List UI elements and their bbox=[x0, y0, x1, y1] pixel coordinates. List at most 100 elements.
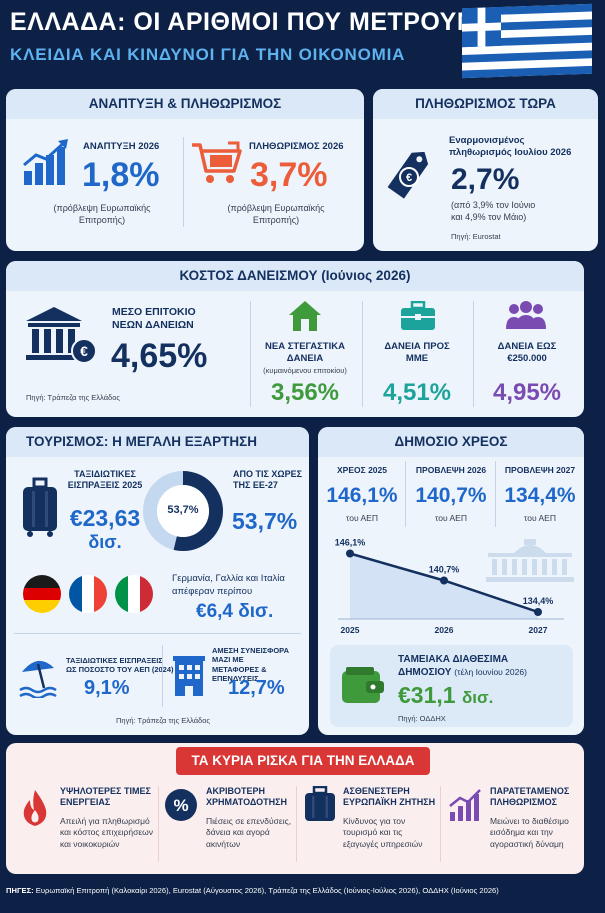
cash-label: ΤΑΜΕΙΑΚΑ ΔΙΑΘΕΣΙΜΑ ΔΗΜΟΣΙΟΥ (τέλη Ιουνίο… bbox=[398, 654, 527, 678]
x-tick-label: 2026 bbox=[435, 625, 454, 635]
inflation-note: (πρόβλεψη Ευρωπαϊκής Επιτροπής) bbox=[227, 203, 325, 226]
risk-financing-title: ΑΚΡΙΒΟΤΕΡΗ ΧΡΗΜΑΤΟΔΟΤΗΣΗ bbox=[206, 786, 287, 808]
debt-data-label: 140,7% bbox=[429, 565, 460, 575]
debt-area bbox=[350, 553, 538, 619]
risk-item-financing: % ΑΚΡΙΒΟΤΕΡΗ ΧΡΗΜΑΤΟΔΟΤΗΣΗ Πιέσεις σε επ… bbox=[164, 780, 304, 870]
flame-icon bbox=[23, 790, 47, 826]
sme-label: ΔΑΝΕΙΑ ΠΡΟΣ ΜΜΕ bbox=[384, 341, 450, 364]
tourism-panel: ΤΟΥΡΙΣΜΟΣ: Η ΜΕΓΑΛΗ ΕΞΑΡΤΗΣΗ ΤΑΞΙΔΙΩΤΙΚΕ… bbox=[6, 427, 309, 735]
tourism-receipts-label: ΤΑΞΙΔΙΩΤΙΚΕΣ ΕΙΣΠΡΑΞΕΙΣ 2025 bbox=[67, 469, 143, 491]
public-debt-panel: ΔΗΜΟΣΙΟ ΧΡΕΟΣ ΧΡΕΟΣ 2025 146,1% του ΑΕΠ … bbox=[318, 427, 584, 735]
tourism-receipts-value: €23,63 bbox=[69, 505, 141, 531]
small-loans-value: 4,95% bbox=[492, 379, 562, 406]
inflation-now-source: Πηγή: Eurostat bbox=[451, 232, 501, 241]
debt-col1-value: 146,1% bbox=[326, 484, 398, 507]
debt-col2-label: ΠΡΟΒΛΕΨΗ 2026 bbox=[415, 465, 487, 475]
page-title: ΕΛΛΑΔΑ: ΟΙ ΑΡΙΘΜΟΙ ΠΟΥ ΜΕΤΡΟΥΝ bbox=[10, 8, 476, 36]
svg-text:%: % bbox=[173, 796, 188, 815]
debt-col2-unit: του ΑΕΠ bbox=[435, 513, 467, 523]
debt-col2-value: 140,7% bbox=[415, 484, 487, 507]
inflation-value: 3,7% bbox=[250, 156, 328, 194]
risk-inflation-text: Μειώνει το διαθέσιμο εισόδημα και την αγ… bbox=[490, 816, 569, 849]
risk-item-persistent-inflation: ΠΑΡΑΤΕΤΑΜΕΝΟΣ ΠΛΗΘΩΡΙΣΜΟΣ Μειώνει το δια… bbox=[448, 780, 578, 870]
risk-item-energy: ΥΨΗΛΟΤΕΡΕΣ ΤΙΜΕΣ ΕΝΕΡΓΕΙΑΣ Απειλή για πλ… bbox=[18, 780, 158, 870]
house-icon bbox=[289, 301, 321, 331]
direct-contribution-label: ΑΜΕΣΗ ΣΥΝΕΙΣΦΟΡΑ ΜΑΖΙ ΜΕ ΜΕΤΑΦΟΡΕΣ & ΕΠΕ… bbox=[212, 646, 290, 684]
debt-source: Πηγή: ΟΔΔΗΧ bbox=[398, 714, 446, 723]
tourism-source: Πηγή: Τράπεζα της Ελλάδος bbox=[116, 716, 210, 725]
x-tick-label: 2027 bbox=[529, 625, 548, 635]
debt-data-label: 134,4% bbox=[523, 596, 554, 606]
growth-note: (πρόβλεψη Ευρωπαϊκής Επιτροπής) bbox=[53, 203, 151, 226]
debt-col1-label: ΧΡΕΟΣ 2025 bbox=[337, 465, 387, 475]
header: ΕΛΛΑΔΑ: ΟΙ ΑΡΙΘΜΟΙ ΠΟΥ ΜΕΤΡΟΥΝ ΚΛΕΙΔΙΑ Κ… bbox=[0, 0, 605, 84]
growth-chart-icon bbox=[23, 139, 68, 185]
growth-label: ΑΝΑΠΤΥΞΗ 2026 bbox=[83, 141, 160, 152]
risk-financing-text: Πιέσεις σε επενδύσεις, δάνεια και αγορά … bbox=[206, 816, 292, 849]
risks-title: ΤΑ ΚΥΡΙΑ ΡΙΣΚΑ ΓΙΑ ΤΗΝ ΕΛΛΑΔΑ bbox=[176, 747, 430, 775]
sme-value: 4,51% bbox=[382, 379, 452, 406]
donut-center-label: 53,7% bbox=[167, 504, 199, 516]
bank-euro-icon: € bbox=[26, 307, 97, 364]
people-group-icon bbox=[506, 301, 546, 329]
france-flag-icon bbox=[69, 575, 107, 613]
risk-demand-text: Κίνδυνος για τον τουρισμό και τις εξαγωγ… bbox=[343, 816, 423, 849]
inflation-now-title: ΠΛΗΘΩΡΙΣΜΟΣ ΤΩΡΑ bbox=[373, 89, 598, 119]
inflation-now-panel: ΠΛΗΘΩΡΙΣΜΟΣ ΤΩΡΑ € Εναρμονισμένος πληθωρ… bbox=[373, 89, 598, 251]
suitcase-icon bbox=[23, 477, 57, 537]
growth-inflation-panel: ΑΝΑΠΤΥΞΗ & ΠΛΗΘΩΡΙΣΜΟΣ ΑΝΑΠΤΥΞΗ 2026 1,8… bbox=[6, 89, 364, 251]
borrowing-panel: ΚΟΣΤΟΣ ΔΑΝΕΙΣΜΟΥ (Ιούνιος 2026) € ΜΕΣΟ Ε… bbox=[6, 261, 584, 417]
inflation-label: ΠΛΗΘΩΡΙΣΜΟΣ 2026 bbox=[249, 141, 344, 152]
debt-data-label: 146,1% bbox=[335, 538, 366, 548]
debt-col3-label: ΠΡΟΒΛΕΨΗ 2027 bbox=[504, 465, 576, 475]
briefcase-icon bbox=[401, 301, 435, 330]
eu-share-label: ΑΠΟ ΤΙΣ ΧΩΡΕΣ ΤΗΣ ΕΕ-27 bbox=[233, 469, 303, 491]
debt-point bbox=[346, 549, 354, 558]
debt-point bbox=[440, 576, 448, 585]
direct-contribution-value: 12,7% bbox=[228, 677, 285, 699]
eu-share-value: 53,7% bbox=[232, 508, 298, 534]
debt-point bbox=[534, 608, 542, 616]
euro-price-tag-icon: € bbox=[387, 151, 429, 199]
housing-note: (κυμαινόμενου επιτοκίου) bbox=[263, 366, 347, 375]
avg-rate-value: 4,65% bbox=[111, 337, 208, 375]
wallet-icon bbox=[342, 667, 384, 703]
risk-item-demand: ΑΣΘΕΝΕΣΤΕΡΗ ΕΥΡΩΠΑΪΚΗ ΖΗΤΗΣΗ Κίνδυνος γι… bbox=[303, 780, 443, 870]
countries-value: €6,4 δισ. bbox=[196, 601, 274, 622]
inflation-now-value: 2,7% bbox=[451, 163, 520, 196]
eu-share-donut bbox=[143, 471, 223, 551]
housing-value: 3,56% bbox=[270, 379, 340, 406]
svg-text:€: € bbox=[80, 343, 88, 359]
growth-panel-title: ΑΝΑΠΤΥΞΗ & ΠΛΗΘΩΡΙΣΜΟΣ bbox=[6, 89, 364, 119]
tourism-title: ΤΟΥΡΙΣΜΟΣ: Η ΜΕΓΑΛΗ ΕΞΑΡΤΗΣΗ bbox=[6, 427, 309, 457]
inflation-now-label: Εναρμονισμένος πληθωρισμός Ιουλίου 2026 bbox=[449, 135, 572, 158]
page-subtitle: ΚΛΕΙΔΙΑ ΚΑΙ ΚΙΝΔΥΝΟΙ ΓΙΑ ΤΗΝ ΟΙΚΟΝΟΜΙΑ bbox=[10, 45, 406, 64]
debt-line-chart: 146,1% 2025 140,7% 2026 134,4% 2027 bbox=[335, 538, 564, 635]
risk-inflation-title: ΠΑΡΑΤΕΤΑΜΕΝΟΣ ΠΛΗΘΩΡΙΣΜΟΣ bbox=[490, 786, 570, 808]
debt-title: ΔΗΜΟΣΙΟ ΧΡΕΟΣ bbox=[318, 427, 584, 457]
inflation-now-note: (από 3,9% τον Ιούνιο και 4,9% τον Μάιο) bbox=[451, 200, 536, 223]
housing-label: ΝΕΑ ΣΤΕΓΑΣΤΙΚΑ ΔΑΝΕΙΑ bbox=[265, 341, 345, 364]
countries-text: Γερμανία, Γαλλία και Ιταλία απέφεραν περ… bbox=[172, 573, 285, 597]
risk-energy-title: ΥΨΗΛΟΤΕΡΕΣ ΤΙΜΕΣ ΕΝΕΡΓΕΙΑΣ bbox=[60, 786, 151, 808]
debt-col3-value: 134,4% bbox=[504, 484, 576, 507]
sources-footer: ΠΗΓΕΣ: Ευρωπαϊκή Επιτροπή (Καλοκαίρι 202… bbox=[6, 886, 499, 895]
rising-chart-icon bbox=[449, 789, 481, 821]
growth-value: 1,8% bbox=[82, 156, 160, 194]
tourism-gdp-label: ΤΑΞΙΔΙΩΤΙΚΕΣ ΕΙΣΠΡΑΞΕΙΣ ΩΣ ΠΟΣΟΣΤΟ ΤΟΥ Α… bbox=[66, 656, 174, 675]
shopping-cart-icon bbox=[192, 141, 242, 183]
percent-icon: % bbox=[165, 789, 197, 821]
germany-flag-icon bbox=[23, 575, 61, 613]
small-loans-label: ΔΑΝΕΙΑ ΕΩΣ €250.000 bbox=[497, 341, 557, 364]
donut-arc bbox=[143, 471, 223, 551]
svg-text:€: € bbox=[406, 172, 412, 184]
beach-umbrella-icon bbox=[19, 660, 57, 698]
cash-value: €31,1 δισ. bbox=[398, 682, 494, 708]
tourism-receipts-unit: δισ. bbox=[88, 532, 122, 552]
tourism-gdp-value: 9,1% bbox=[84, 677, 130, 699]
debt-col3-unit: του ΑΕΠ bbox=[524, 513, 556, 523]
x-tick-label: 2025 bbox=[341, 625, 360, 635]
suitcase-icon bbox=[305, 786, 335, 821]
parliament-building-icon bbox=[486, 539, 574, 582]
borrowing-source: Πηγή: Τράπεζα της Ελλάδος bbox=[26, 393, 120, 402]
